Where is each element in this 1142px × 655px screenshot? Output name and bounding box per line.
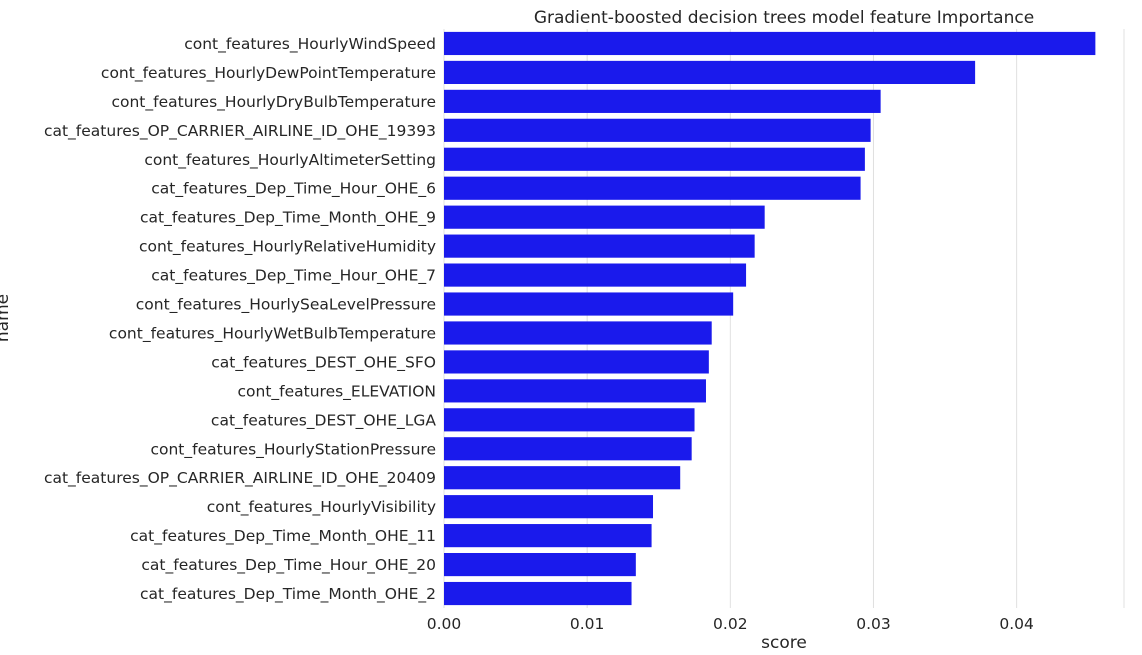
y-tick-label: cont_features_HourlyVisibility [207,498,436,517]
bar [444,350,709,374]
y-tick-label: cat_features_Dep_Time_Hour_OHE_6 [151,180,436,199]
x-tick-label: 0.02 [713,615,748,633]
bar [444,321,712,345]
y-tick-label: cat_features_OP_CARRIER_AIRLINE_ID_OHE_1… [44,122,436,141]
bar [444,89,881,113]
bar [444,495,654,519]
x-tick-label: 0.04 [999,615,1034,633]
y-tick-label: cont_features_HourlyRelativeHumidity [139,238,436,257]
bar [444,379,706,403]
bar [444,292,734,316]
bar [444,176,861,200]
y-tick-label: cont_features_HourlyWetBulbTemperature [109,324,436,343]
y-axis-label: name [0,294,13,342]
bar [444,466,681,490]
y-tick-label: cont_features_HourlyDewPointTemperature [101,64,436,83]
y-tick-label: cat_features_Dep_Time_Month_OHE_9 [140,209,436,228]
bar [444,524,652,548]
grid-lines [443,29,1125,608]
bar [444,147,865,171]
y-tick-label: cat_features_OP_CARRIER_AIRLINE_ID_OHE_2… [44,469,436,488]
y-tick-label: cont_features_HourlyAltimeterSetting [144,151,436,170]
x-tick-label: 0.00 [427,615,462,633]
x-axis-label: score [761,633,807,653]
x-tick-label: 0.01 [570,615,605,633]
bar [444,552,636,577]
y-tick-labels: cont_features_HourlyWindSpeed cont_featur… [44,35,436,604]
y-tick-label: cont_features_ELEVATION [237,382,436,401]
y-tick-label: cat_features_DEST_OHE_SFO [211,353,436,372]
y-tick-label: cat_features_Dep_Time_Month_OHE_11 [130,527,436,546]
bar [444,234,755,258]
chart-title: Gradient-boosted decision trees model fe… [534,8,1034,28]
y-tick-label: cat_features_Dep_Time_Hour_OHE_7 [151,267,436,286]
bar [444,31,1096,56]
y-tick-label: cat_features_Dep_Time_Month_OHE_2 [140,585,436,604]
y-tick-label: cat_features_Dep_Time_Hour_OHE_20 [141,556,436,575]
y-tick-label: cont_features_HourlySeaLevelPressure [136,296,436,315]
bars [444,31,1096,606]
x-tick-labels: 0.00 0.01 0.02 0.03 0.04 [427,615,1034,633]
bar [444,60,976,85]
bar [444,437,692,461]
bar [444,408,695,432]
x-tick-label: 0.03 [856,615,891,633]
bar [444,263,747,287]
bar [444,205,765,229]
y-tick-label: cat_features_DEST_OHE_LGA [211,411,436,430]
y-tick-label: cont_features_HourlyDryBulbTemperature [111,93,436,112]
bar [444,581,632,606]
bar [444,118,871,142]
y-tick-label: cont_features_HourlyStationPressure [150,440,436,459]
y-tick-label: cont_features_HourlyWindSpeed [184,35,436,54]
